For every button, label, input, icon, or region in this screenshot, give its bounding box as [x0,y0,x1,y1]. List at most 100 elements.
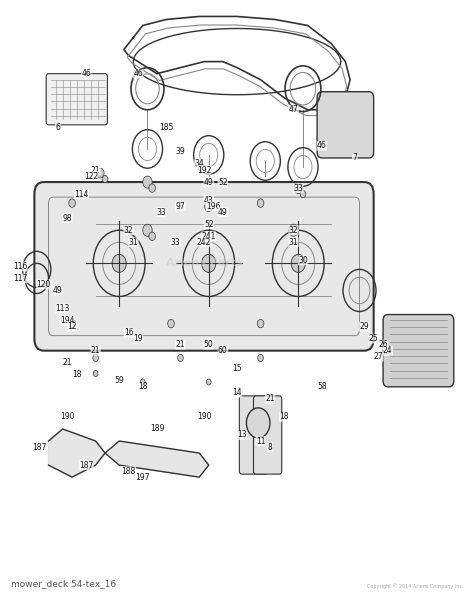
Text: 18: 18 [72,370,82,379]
Text: 52: 52 [204,220,214,229]
Text: 116: 116 [13,262,27,271]
Text: 27: 27 [374,352,383,361]
Circle shape [168,319,174,328]
Text: Ariens Parts: Ariens Parts [166,258,242,269]
Text: 241: 241 [201,232,216,241]
Polygon shape [48,429,105,477]
FancyBboxPatch shape [46,74,108,125]
Text: 197: 197 [136,473,150,482]
Text: 122: 122 [84,172,98,180]
Text: 196: 196 [206,201,221,211]
Text: 117: 117 [13,274,27,283]
Text: 49: 49 [218,208,228,217]
Circle shape [257,199,264,208]
Text: 50: 50 [204,340,214,349]
FancyBboxPatch shape [317,92,374,158]
Text: 52: 52 [218,177,228,186]
Text: 97: 97 [175,201,185,211]
Text: 59: 59 [114,376,124,385]
Circle shape [149,232,155,240]
Text: 18: 18 [138,382,147,391]
FancyBboxPatch shape [35,182,374,351]
Circle shape [69,199,75,208]
Text: 33: 33 [171,238,181,247]
Text: 114: 114 [74,189,89,198]
Text: 187: 187 [32,442,46,451]
Text: 8: 8 [268,442,273,451]
Text: 21: 21 [176,340,185,349]
Text: 194: 194 [60,316,74,325]
Text: 185: 185 [159,123,173,132]
Circle shape [258,355,264,362]
Text: 16: 16 [124,328,134,337]
Text: 46: 46 [317,142,327,151]
Text: 49: 49 [53,286,63,295]
Circle shape [300,191,306,198]
Circle shape [201,254,216,272]
Text: 7: 7 [352,154,357,163]
Text: 190: 190 [197,413,211,422]
Text: mower_deck 54-tex_16: mower_deck 54-tex_16 [11,580,116,589]
Text: 31: 31 [128,238,138,247]
Circle shape [206,379,211,385]
Text: 46: 46 [133,69,143,78]
Text: Copyright © 2014 Ariens Company Inc.: Copyright © 2014 Ariens Company Inc. [367,583,463,589]
Text: 113: 113 [55,304,70,313]
Circle shape [291,254,305,272]
Text: 12: 12 [67,322,77,331]
Text: 21: 21 [91,346,100,355]
Circle shape [178,355,183,362]
Circle shape [93,370,98,376]
Text: 21: 21 [91,166,100,174]
Text: 60: 60 [218,346,228,355]
Text: 11: 11 [256,437,265,445]
Text: 21: 21 [63,358,72,367]
Circle shape [246,408,270,438]
Text: 192: 192 [197,166,211,174]
Text: 49: 49 [204,177,214,186]
Text: 47: 47 [289,105,299,114]
Circle shape [93,355,99,362]
Text: 188: 188 [121,466,136,476]
Text: 18: 18 [279,413,289,422]
FancyBboxPatch shape [383,315,454,387]
Text: 43: 43 [204,195,214,204]
Polygon shape [105,441,209,477]
FancyBboxPatch shape [254,396,282,474]
Circle shape [97,168,104,178]
Circle shape [69,319,75,328]
Text: 15: 15 [232,364,242,373]
Text: 21: 21 [265,394,275,404]
Text: 98: 98 [63,214,72,223]
Text: 24: 24 [383,346,392,355]
Circle shape [294,183,302,194]
FancyBboxPatch shape [239,396,268,474]
Text: 6: 6 [55,123,60,132]
Text: 58: 58 [317,382,327,391]
Text: 26: 26 [378,340,388,349]
Circle shape [257,319,264,328]
Text: 242: 242 [197,238,211,247]
Circle shape [102,175,108,183]
Text: 19: 19 [133,334,143,343]
Text: 31: 31 [289,238,298,247]
Text: 190: 190 [60,413,74,422]
Text: 25: 25 [369,334,378,343]
Text: 39: 39 [175,148,185,157]
Text: 187: 187 [79,460,93,469]
Circle shape [204,201,213,212]
Circle shape [140,379,145,385]
Text: 32: 32 [124,226,134,235]
Text: 189: 189 [150,425,164,433]
Text: 32: 32 [289,226,298,235]
Text: 14: 14 [232,388,242,397]
Circle shape [149,184,155,192]
Text: 34: 34 [194,160,204,168]
Text: 120: 120 [36,280,51,289]
Circle shape [112,254,126,272]
Text: 30: 30 [298,256,308,265]
Text: 33: 33 [157,208,166,217]
Text: 13: 13 [237,431,246,439]
Text: 29: 29 [359,322,369,331]
Circle shape [143,176,152,188]
